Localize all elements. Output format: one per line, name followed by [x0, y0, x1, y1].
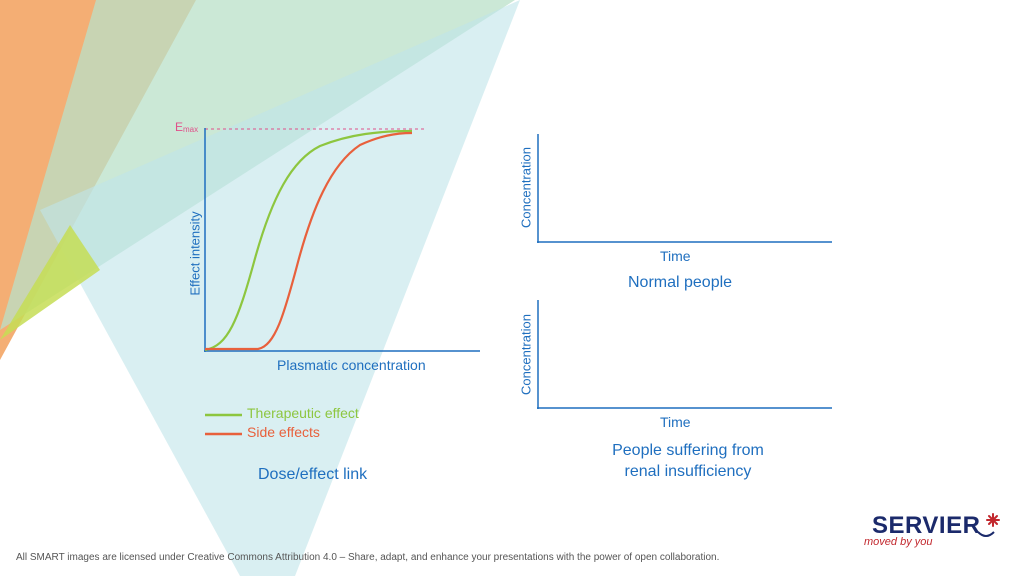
top-chart-x-label: Time [660, 248, 691, 264]
lime-shape [0, 225, 100, 340]
therapeutic-curve [204, 129, 413, 352]
cyan-shape [40, 0, 520, 576]
servier-tagline: moved by you [864, 536, 933, 548]
dose-effect-caption: Dose/effect link [258, 466, 368, 483]
bottom-chart-x-label: Time [660, 414, 691, 430]
renal-insufficiency-caption: People suffering from renal insufficienc… [580, 440, 796, 482]
plasmatic-concentration-label: Plasmatic concentration [277, 357, 426, 373]
normal-people-caption: Normal people [628, 274, 733, 291]
logo-smile [977, 531, 995, 537]
side-effects-curve [205, 131, 413, 351]
license-footer: All SMART images are licensed under Crea… [16, 552, 720, 563]
legend-side-label: Side effects [247, 424, 320, 440]
legend-therapeutic-label: Therapeutic effect [247, 405, 359, 421]
renal-caption-line1: People suffering from [612, 442, 764, 459]
emax-label: Emax [175, 120, 199, 134]
renal-caption-line2: renal insufficiency [624, 463, 752, 480]
servier-logo: SERVIER [872, 512, 981, 539]
